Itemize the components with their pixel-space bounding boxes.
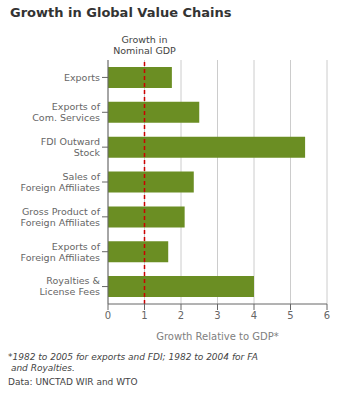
svg-text:FDI OutwardStock: FDI OutwardStock — [41, 136, 101, 158]
svg-text:1: 1 — [141, 310, 147, 321]
svg-text:Exports ofForeign Affiliates: Exports ofForeign Affiliates — [21, 241, 101, 263]
svg-text:Gross Product ofForeign Affili: Gross Product ofForeign Affiliates — [21, 206, 101, 228]
html-text:Growth in Global Value Chains: Growth in Global Value Chains — [10, 5, 232, 20]
svg-text:Exports ofCom. Services: Exports ofCom. Services — [32, 101, 100, 123]
svg-text:3: 3 — [214, 310, 220, 321]
svg-text:5: 5 — [287, 310, 293, 321]
svg-text:Growth Relative to GDP*: Growth Relative to GDP* — [156, 331, 279, 342]
svg-text:4: 4 — [251, 310, 257, 321]
svg-text:Exports: Exports — [64, 72, 100, 83]
svg-text:2: 2 — [178, 310, 184, 321]
html-text:Data: UNCTAD WIR and WTO: Data: UNCTAD WIR and WTO — [8, 377, 138, 387]
svg-text:Royalties &License Fees: Royalties &License Fees — [40, 275, 101, 297]
html-text:*1982 to 2005 for exports and: *1982 to 2005 for exports and FDI; 1982 … — [8, 352, 258, 373]
svg-text:Sales ofForeign Affiliates: Sales ofForeign Affiliates — [21, 171, 101, 193]
svg-text:0: 0 — [105, 310, 111, 321]
svg-text:6: 6 — [324, 310, 330, 321]
svg-text:Growth inNominal GDP: Growth inNominal GDP — [113, 34, 176, 56]
